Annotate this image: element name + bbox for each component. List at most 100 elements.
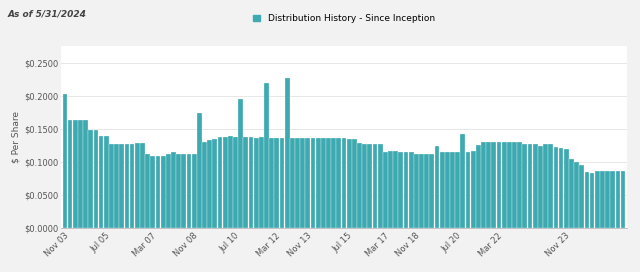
Bar bbox=[378, 144, 383, 228]
Bar bbox=[455, 152, 460, 228]
Bar bbox=[187, 154, 191, 228]
Bar bbox=[404, 152, 408, 228]
Bar bbox=[419, 154, 424, 228]
Bar bbox=[507, 142, 512, 228]
Bar bbox=[125, 144, 129, 228]
Bar bbox=[548, 144, 553, 228]
Bar bbox=[93, 130, 99, 228]
Bar bbox=[192, 154, 196, 228]
Bar bbox=[150, 156, 155, 228]
Bar bbox=[63, 94, 67, 228]
Bar bbox=[471, 151, 476, 228]
Bar bbox=[310, 138, 316, 228]
Bar bbox=[88, 130, 93, 228]
Bar bbox=[450, 152, 455, 228]
Bar bbox=[367, 144, 372, 228]
Bar bbox=[161, 156, 166, 228]
Bar bbox=[543, 144, 548, 228]
Bar bbox=[481, 142, 486, 228]
Bar bbox=[605, 171, 610, 228]
Bar bbox=[362, 144, 367, 228]
Bar bbox=[574, 162, 579, 228]
Text: As of 5/31/2024: As of 5/31/2024 bbox=[8, 10, 86, 18]
Bar bbox=[223, 137, 227, 228]
Bar bbox=[228, 136, 233, 228]
Bar bbox=[429, 154, 434, 228]
Bar bbox=[445, 152, 450, 228]
Bar bbox=[584, 172, 589, 228]
Bar bbox=[357, 143, 362, 228]
Bar bbox=[145, 154, 150, 228]
Bar bbox=[243, 137, 248, 228]
Bar bbox=[414, 154, 419, 228]
Bar bbox=[295, 138, 300, 228]
Bar bbox=[347, 139, 351, 228]
Bar bbox=[554, 147, 558, 228]
Bar bbox=[166, 154, 171, 228]
Bar bbox=[527, 144, 532, 228]
Bar bbox=[269, 138, 274, 228]
Bar bbox=[135, 143, 140, 228]
Bar bbox=[197, 113, 202, 228]
Bar bbox=[171, 152, 176, 228]
Bar bbox=[120, 144, 124, 228]
Bar bbox=[83, 120, 88, 228]
Bar bbox=[589, 174, 595, 228]
Bar bbox=[559, 148, 563, 228]
Bar bbox=[321, 138, 326, 228]
Bar bbox=[616, 171, 620, 228]
Bar bbox=[264, 83, 269, 228]
Bar bbox=[461, 134, 465, 228]
Bar bbox=[538, 146, 543, 228]
Bar bbox=[517, 142, 522, 228]
Bar bbox=[440, 152, 445, 228]
Bar bbox=[78, 120, 83, 228]
Bar bbox=[300, 138, 305, 228]
Bar bbox=[388, 151, 393, 228]
Bar bbox=[569, 159, 574, 228]
Bar bbox=[140, 143, 145, 228]
Bar bbox=[104, 136, 109, 228]
Bar bbox=[497, 142, 501, 228]
Bar bbox=[326, 138, 331, 228]
Bar bbox=[394, 151, 398, 228]
Bar bbox=[621, 171, 625, 228]
Bar bbox=[611, 171, 615, 228]
Bar bbox=[595, 171, 600, 228]
Bar bbox=[424, 154, 429, 228]
Bar bbox=[522, 144, 527, 228]
Bar bbox=[218, 137, 222, 228]
Bar bbox=[332, 138, 336, 228]
Bar bbox=[280, 138, 284, 228]
Bar bbox=[399, 152, 403, 228]
Bar bbox=[476, 145, 481, 228]
Bar bbox=[383, 152, 388, 228]
Bar bbox=[342, 138, 346, 228]
Bar bbox=[181, 154, 186, 228]
Bar bbox=[512, 142, 517, 228]
Bar bbox=[109, 144, 114, 228]
Bar bbox=[114, 144, 119, 228]
Bar bbox=[259, 137, 264, 228]
Y-axis label: $ Per Share: $ Per Share bbox=[12, 111, 21, 163]
Bar bbox=[352, 139, 356, 228]
Bar bbox=[285, 78, 289, 228]
Bar bbox=[600, 171, 605, 228]
Legend: Distribution History - Since Inception: Distribution History - Since Inception bbox=[253, 14, 435, 23]
Bar bbox=[248, 137, 253, 228]
Bar bbox=[409, 152, 413, 228]
Bar bbox=[275, 138, 279, 228]
Bar bbox=[316, 138, 321, 228]
Bar bbox=[233, 137, 238, 228]
Bar bbox=[579, 165, 584, 228]
Bar bbox=[486, 142, 491, 228]
Bar bbox=[492, 142, 496, 228]
Bar bbox=[212, 139, 217, 228]
Bar bbox=[564, 149, 568, 228]
Bar bbox=[372, 144, 378, 228]
Bar bbox=[99, 136, 104, 228]
Bar bbox=[435, 146, 440, 228]
Bar bbox=[68, 120, 72, 228]
Bar bbox=[290, 138, 294, 228]
Bar bbox=[156, 156, 161, 228]
